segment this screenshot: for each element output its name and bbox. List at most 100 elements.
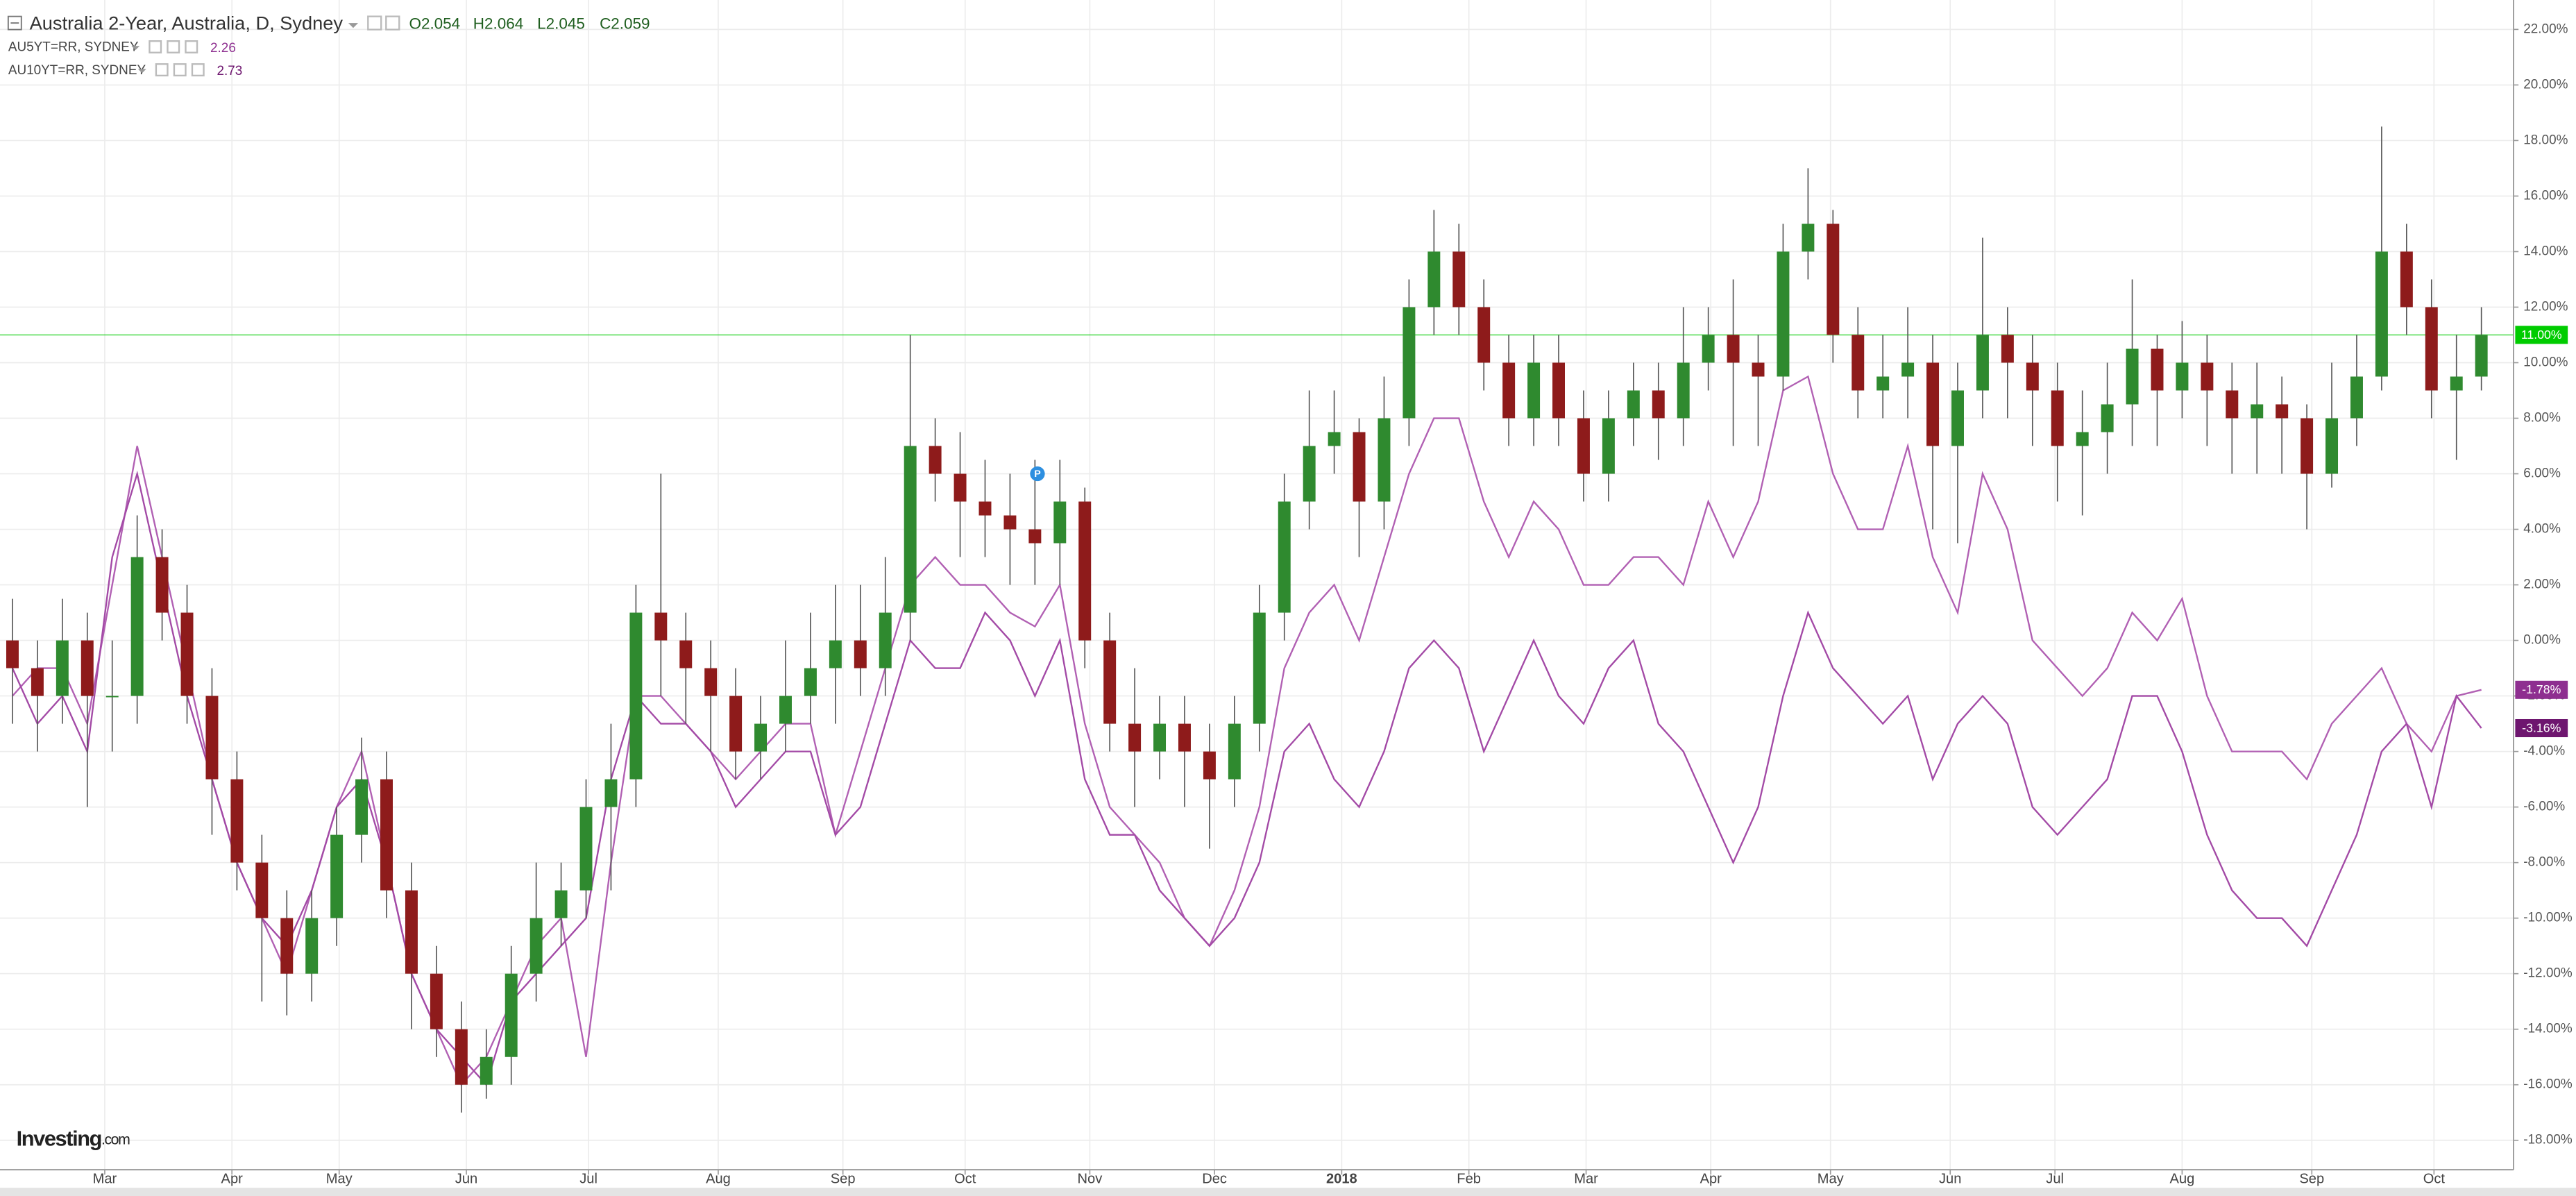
legend-menu[interactable] <box>131 46 140 51</box>
legend-menu[interactable] <box>137 69 146 74</box>
candle-body <box>2450 376 2463 391</box>
candle-body <box>579 807 593 891</box>
candle-body <box>654 612 668 641</box>
y-tick-label: -18.00% <box>2523 1133 2573 1147</box>
x-tick-label: Sep <box>2299 1172 2324 1187</box>
candle-body <box>2026 362 2039 391</box>
logo: Investing.com <box>17 1127 130 1151</box>
candle-body <box>1028 529 1042 544</box>
candle-body <box>1253 612 1266 724</box>
legend-name: AU5YT=RR, SYDNEY <box>8 40 139 55</box>
candle-body <box>829 640 842 668</box>
candle-body <box>1278 501 1291 613</box>
candle-body <box>480 1056 493 1085</box>
x-tick-label: Jun <box>455 1172 477 1187</box>
x-tick-label: Aug <box>706 1172 731 1187</box>
price-label: 11.00% <box>2521 328 2562 342</box>
candle-body <box>2201 362 2214 391</box>
y-tick-label: -12.00% <box>2523 966 2573 981</box>
scrollbar[interactable] <box>0 1188 2576 1196</box>
ohlc-close: C2.059 <box>600 15 650 32</box>
candle-body <box>455 1029 468 1085</box>
candle-body <box>629 612 643 780</box>
candle-body <box>155 557 169 613</box>
grid <box>0 0 2514 1170</box>
y-tick-label: 10.00% <box>2523 355 2568 369</box>
y-tick-label: -14.00% <box>2523 1022 2573 1036</box>
candle-body <box>80 640 94 696</box>
settings-icon[interactable] <box>367 15 382 31</box>
candle-body <box>1328 432 1341 446</box>
annotation-label: P <box>1034 469 1040 480</box>
legend-icon[interactable] <box>155 63 169 77</box>
candle-body <box>879 612 892 668</box>
candle-body <box>1702 335 1715 363</box>
legend-icon[interactable] <box>167 40 180 53</box>
candle-body <box>978 501 992 516</box>
candle-body <box>1003 515 1017 530</box>
y-tick-label: 6.00% <box>2523 466 2561 481</box>
x-tick-label: 2018 <box>1326 1172 1357 1187</box>
candle-body <box>1652 390 1665 419</box>
logo-word: Investing <box>17 1127 101 1151</box>
candle-body <box>56 640 69 696</box>
x-tick-label: Nov <box>1078 1172 1103 1187</box>
legend-icon[interactable] <box>149 40 162 53</box>
candle-body <box>430 973 443 1029</box>
candle-body <box>1727 335 1740 363</box>
candle-body <box>1802 224 1815 252</box>
x-tick-label: Aug <box>2170 1172 2195 1187</box>
candle-body <box>804 668 817 696</box>
candle-body <box>2375 251 2388 377</box>
candle-body <box>1452 251 1466 308</box>
candle-body <box>2325 418 2339 474</box>
candle-body <box>554 890 568 918</box>
candle-body <box>1527 362 1541 419</box>
candle-body <box>1876 376 1890 391</box>
candle-body <box>2176 362 2189 391</box>
candle-body <box>779 696 792 724</box>
x-tick-label: Feb <box>1457 1172 1481 1187</box>
legend-icon[interactable] <box>173 63 187 77</box>
candle-body <box>2251 404 2264 419</box>
collapse-icon[interactable] <box>7 15 22 31</box>
chart-title: Australia 2-Year, Australia, D, Sydney <box>30 12 344 34</box>
legend-icon[interactable] <box>191 63 205 77</box>
candle-body <box>704 668 718 696</box>
candle-body <box>1777 251 1790 377</box>
candle-body <box>205 696 219 780</box>
legend-icon[interactable] <box>185 40 198 53</box>
y-tick-label: 4.00% <box>2523 522 2561 537</box>
y-tick-label: 14.00% <box>2523 244 2568 258</box>
candle-body <box>130 557 144 696</box>
candle-body <box>330 834 344 918</box>
candle-body <box>904 446 917 613</box>
candle-body <box>255 862 269 918</box>
candle-body <box>1303 446 1316 502</box>
candle-body <box>1153 723 1167 752</box>
candle-body <box>929 446 942 474</box>
candle-body <box>754 723 768 752</box>
y-tick-label: 12.00% <box>2523 299 2568 314</box>
candle-body <box>1203 751 1216 780</box>
candle-body <box>1552 362 1566 419</box>
candle-body <box>2001 335 2014 363</box>
candle-body <box>1178 723 1191 752</box>
candle-body <box>2151 348 2164 391</box>
candle-body <box>305 918 319 974</box>
y-tick-label: 22.00% <box>2523 22 2568 36</box>
title-menu[interactable] <box>348 23 359 28</box>
candle-body <box>180 612 194 696</box>
candle-body <box>1852 335 1865 391</box>
x-tick-label: Sep <box>831 1172 856 1187</box>
price-label-box <box>2515 326 2568 344</box>
candle-body <box>1677 362 1690 419</box>
candle-body <box>604 779 618 807</box>
candle-body <box>679 640 693 668</box>
candle-body <box>2126 348 2139 405</box>
candle-body <box>380 779 393 891</box>
candle-body <box>405 890 418 974</box>
hide-icon[interactable] <box>385 15 400 31</box>
candle-body <box>2101 404 2114 432</box>
y-tick-label: -8.00% <box>2523 855 2565 870</box>
